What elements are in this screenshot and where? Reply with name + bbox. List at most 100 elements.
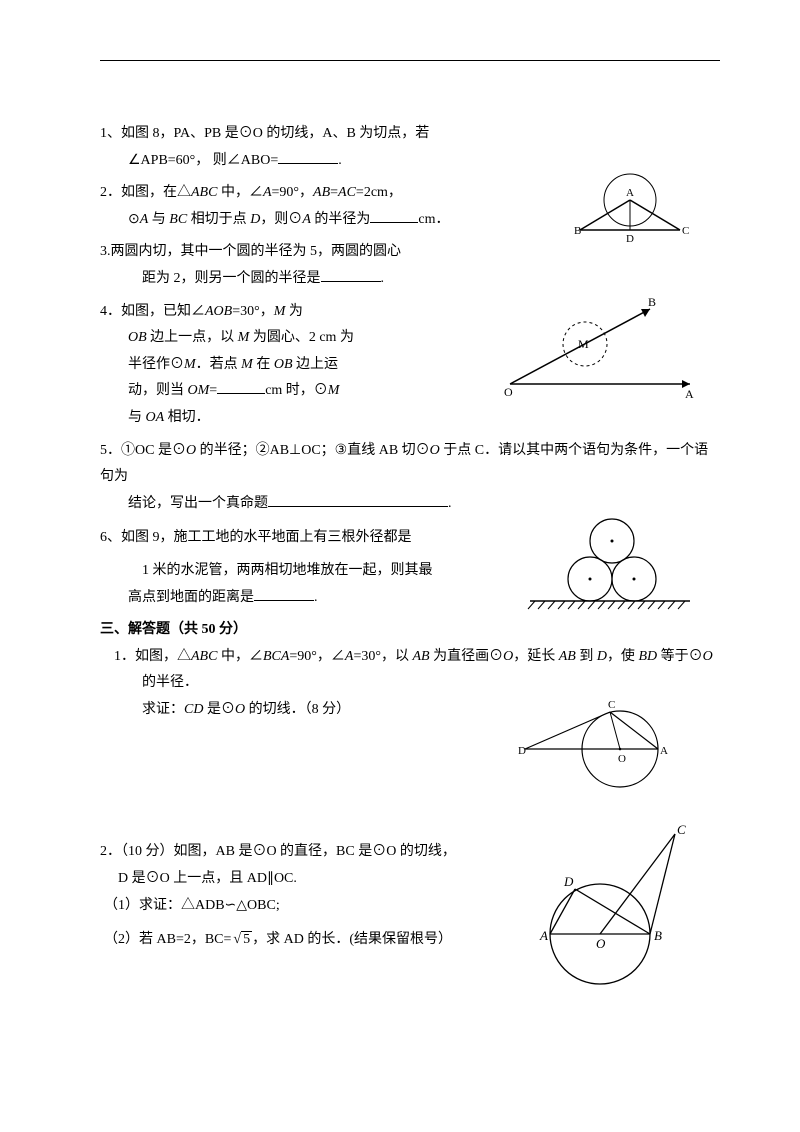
q4-om: OM [188,383,210,398]
s3q1-abc: ABC [191,649,217,664]
problem-4: 4．如图，已知∠AOB=30°，M 为 OB 边上一点，以 M 为圆心、2 cm… [100,299,720,432]
q5-num: 5． [100,443,121,458]
svg-text:B: B [654,928,662,943]
s3q1-ab2: AB [559,649,576,664]
s3q1-l1d: =30°，以 [353,649,412,664]
q2-l2e: 的半径为 [311,212,371,227]
sqrt-icon: 5 [231,927,252,954]
s3q2-sub2b: ，求 AD 的长．(结果保留根号） [252,932,452,947]
figure-s3q1: D A C O [510,694,690,794]
q4-l5a: 与 [128,410,146,425]
q2-blank [370,208,418,223]
q4-m4: M [241,357,253,372]
q6-num: 6、 [100,530,121,545]
s3-problem-2: 2．（10 分）如图，AB 是⊙O 的直径，BC 是⊙O 的切线， D 是⊙O … [100,839,720,953]
s3q1-bd: BD [638,649,657,664]
svg-text:C: C [608,699,615,711]
s3q1-l1b: 中，∠ [217,649,263,664]
q4-l1b: =30°， [232,304,274,319]
s3q2-sub2a: （2）若 AB=2，BC= [104,932,231,947]
q1-line2: ∠APB=60°， 则∠ABO= [128,153,278,168]
s3q1-l1a: 如图，△ [135,649,191,664]
q2-l2d: ，则⊙ [260,212,302,227]
q4-m3: M [184,357,196,372]
figure-q2: A B C D [560,170,690,250]
q2-ab: AB [313,185,330,200]
q6-blank [254,586,314,601]
q4-aob: AOB [205,304,232,319]
q4-l3b: ．若点 [196,357,242,372]
q6-line3: 高点到地面的距离是 [128,590,254,605]
q4-m: M [274,304,286,319]
svg-text:M: M [578,337,589,351]
figure-q6 [520,517,700,612]
q5-period: . [448,496,452,511]
s3q1-cd: CD [184,702,203,717]
top-rule [100,60,720,61]
svg-text:O: O [596,936,606,951]
q4-l3c: 在 [253,357,274,372]
q2-abc: ABC [191,185,217,200]
svg-text:A: A [685,387,694,401]
q2-l1d: =2cm， [356,185,402,200]
q2-l2a: ⊙ [128,212,140,227]
q4-num: 4． [100,304,121,319]
q4-l5b: 相切． [164,410,210,425]
q4-l2c: 为圆心、2 cm 为 [249,330,354,345]
q1-num: 1、 [100,126,121,141]
s3-problem-1: 1．如图，△ABC 中，∠BCA=90°，∠A=30°，以 AB 为直径画⊙O，… [100,644,720,724]
q5-blank [268,492,448,507]
s3q2-sqrt: 5 [241,931,252,947]
svg-text:O: O [618,753,626,765]
q4-l1c: 为 [285,304,303,319]
s3q1-o2: O [703,649,713,664]
q6-line1: 如图 9，施工工地的水平地面上有三根外径都是 [121,530,412,545]
problem-1: 1、如图 8，PA、PB 是⊙O 的切线，A、B 为切点，若 ∠APB=60°，… [100,121,720,174]
q2-a2: A [140,212,149,227]
q4-l4b: cm 时，⊙ [265,383,328,398]
q4-l1a: 如图，已知∠ [121,304,205,319]
s3q1-l1h: ，使 [607,649,639,664]
q2-l2c: 相切于点 [187,212,250,227]
q2-ac: AC [338,185,356,200]
svg-text:D: D [518,745,526,757]
q3-num: 3. [100,244,111,259]
q4-m5: M [328,383,340,398]
q4-m2: M [238,330,250,345]
svg-text:D: D [563,874,574,889]
q2-l2b: 与 [148,212,169,227]
problem-3: 3.两圆内切，其中一个圆的半径为 5，两圆的圆心 距为 2，则另一个圆的半径是. [100,239,720,292]
s3q1-o: O [503,649,513,664]
q4-l2b: 边上一点，以 [147,330,238,345]
s3q1-l1g: 到 [576,649,597,664]
q2-a: A [263,185,272,200]
q5-l1b: 的半径；②AB⊥OC；③直线 AB 切⊙ [196,443,430,458]
s3q2-l1: （10 分）如图，AB 是⊙O 的直径，BC 是⊙O 的切线， [121,844,456,859]
q1-blank [278,149,338,164]
s3q1-l3c: 的切线．（8 分） [245,702,350,717]
q4-l3d: 边上运 [293,357,339,372]
q2-num: 2． [100,185,121,200]
problem-5: 5．①OC 是⊙O 的半径；②AB⊥OC；③直线 AB 切⊙O 于点 C．请以其… [100,438,720,518]
svg-text:A: A [539,928,548,943]
q2-l1c: =90°， [272,185,314,200]
page: 1、如图 8，PA、PB 是⊙O 的切线，A、B 为切点，若 ∠APB=60°，… [0,0,800,1000]
svg-text:A: A [626,187,634,199]
svg-text:B: B [648,295,656,309]
svg-text:B: B [574,225,581,237]
q4-eq: = [209,383,217,398]
svg-text:C: C [677,824,686,837]
q4-l4a: 动，则当 [128,383,188,398]
s3q1-d: D [597,649,607,664]
s3q1-o3: O [235,702,245,717]
q4-l2a: OB [128,330,147,345]
q6-period: . [314,590,318,605]
svg-text:A: A [660,745,668,757]
q3-line2: 距为 2，则另一个圆的半径是 [142,271,321,286]
q4-oa: OA [146,410,165,425]
s3q1-l3a: 求证： [142,702,184,717]
q2-l1b: 中，∠ [217,185,263,200]
q4-blank [217,379,265,394]
q4-ob: OB [274,357,293,372]
q2-l1a: 如图，在△ [121,185,191,200]
